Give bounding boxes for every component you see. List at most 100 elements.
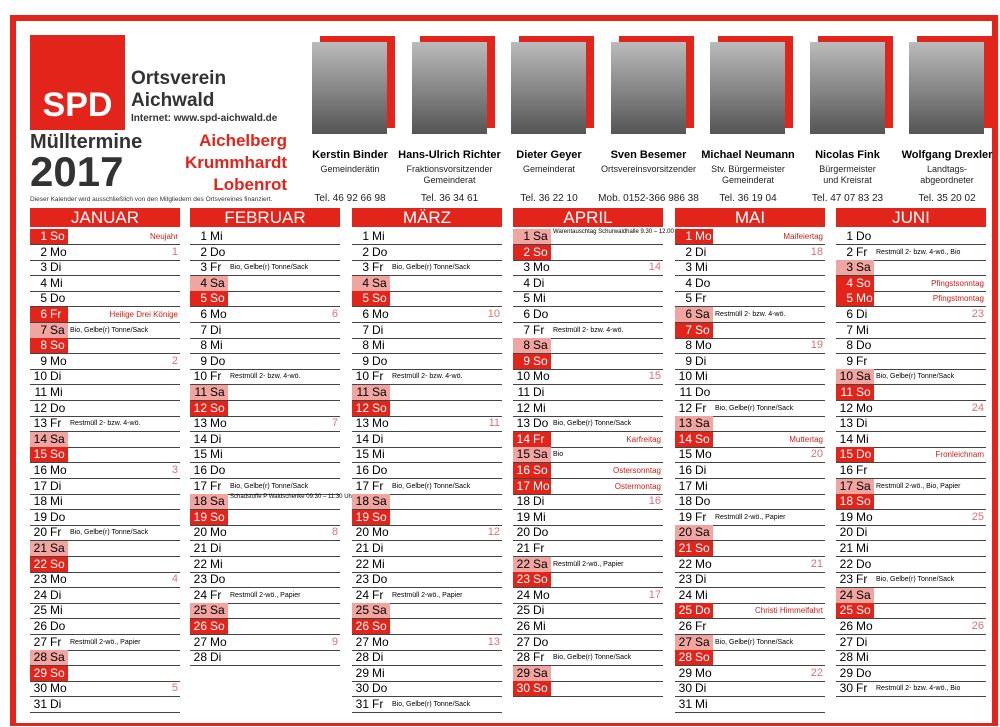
day-cell: 24 Di <box>30 588 68 603</box>
day-cell: 15 So <box>30 447 68 463</box>
day-row: 21 Fr <box>513 541 663 557</box>
day-cell: 8 So <box>30 338 68 354</box>
disclaimer: Dieser Kalender wird ausschließlich von … <box>30 196 273 203</box>
day-cell: 10 Fr <box>352 369 390 384</box>
day-row: 22 Mo 21 <box>675 557 825 573</box>
day-cell: 28 Mi <box>836 650 874 665</box>
day-number: 26 <box>678 619 692 633</box>
waste-note: Restmüll 2-wö., Papier <box>230 591 301 599</box>
day-row: 18 Do <box>675 494 825 511</box>
week-number: 9 <box>331 635 338 648</box>
weekday: Do <box>695 494 711 509</box>
day-row: 1 Sa Warentauschtag Schurwaldhalle 9.30 – … <box>513 229 685 245</box>
day-cell: 21 Di <box>190 541 228 556</box>
weekday: Do <box>50 400 66 415</box>
day-row: 23 Do <box>190 572 340 589</box>
day-cell: 5 Mo <box>836 291 874 307</box>
day-cell: 1 Mi <box>190 229 228 244</box>
day-cell: 13 Mo <box>352 416 390 431</box>
day-row: 15 Mi <box>190 447 340 464</box>
weekday: Fr <box>695 619 707 633</box>
day-number: 1 <box>40 229 47 243</box>
weekday: Fr <box>856 463 868 477</box>
day-cell: 18 Mi <box>30 494 68 509</box>
day-cell: 27 Do <box>513 635 551 650</box>
day-number: 7 <box>685 322 692 337</box>
day-row: 29 Do <box>836 666 986 682</box>
day-number: 13 <box>193 416 207 431</box>
weekday: Di <box>533 603 545 618</box>
day-number: 26 <box>193 619 207 633</box>
day-number: 5 <box>40 291 47 306</box>
day-row: 21 Mi <box>836 541 986 557</box>
day-cell: 3 Fr <box>190 260 228 275</box>
day-number: 6 <box>40 307 47 321</box>
day-row: 30 Mo 5 <box>30 681 180 698</box>
day-row: 4 Di <box>513 276 663 292</box>
day-number: 20 <box>33 525 47 540</box>
day-number: 30 <box>33 681 47 696</box>
day-row: 2 Mo 1 <box>30 245 180 261</box>
day-number: 23 <box>193 572 207 587</box>
weekday: Sa <box>695 416 710 431</box>
day-cell: 24 Sa <box>836 587 874 603</box>
day-row: 26 Mo 26 <box>836 619 986 635</box>
day-number: 8 <box>40 338 47 353</box>
day-cell: 21 Fr <box>513 541 551 556</box>
day-row: 19 So <box>352 509 502 526</box>
weekday: Do <box>856 447 872 462</box>
day-number: 6 <box>523 307 530 321</box>
frame <box>10 15 998 726</box>
day-cell: 25 So <box>836 603 874 619</box>
weekday: Do <box>210 572 226 587</box>
day-cell: 19 So <box>352 509 390 525</box>
day-number: 11 <box>840 385 853 399</box>
day-number: 5 <box>362 291 369 306</box>
weekday: Di <box>856 634 868 649</box>
day-cell: 14 Mi <box>836 432 874 447</box>
day-row: 10 Mi <box>675 369 825 386</box>
day-cell: 11 Do <box>675 385 713 400</box>
day-row: 10 Fr Restmüll 2- bzw. 4-wö. <box>190 369 340 386</box>
waste-note: Restmüll 2-wö., Papier <box>715 513 786 521</box>
day-row: 28 So <box>675 650 825 667</box>
day-number: 3 <box>846 260 853 275</box>
weekday: Mo <box>856 400 873 415</box>
day-row: 25 Di <box>513 603 663 620</box>
day-cell: 25 Sa <box>352 603 390 619</box>
day-number: 27 <box>355 634 369 649</box>
day-cell: 10 Fr <box>190 369 228 384</box>
waste-note: Bio, Gelbe(r) Tonne/Sack <box>876 373 955 381</box>
day-number: 11 <box>194 385 207 399</box>
person-tel: Tel. 35 20 02 <box>918 193 976 204</box>
day-cell: 7 Di <box>352 323 390 338</box>
person-role: Bürgermeister <box>819 164 876 174</box>
weekday: Do <box>695 603 711 618</box>
day-cell: 21 Sa <box>30 541 68 556</box>
day-row: 16 Di <box>675 463 825 479</box>
day-row: 8 Mo 19 <box>675 338 825 355</box>
day-cell: 12 So <box>352 400 390 416</box>
weekday: Di <box>695 572 707 587</box>
day-number: 3 <box>200 260 207 275</box>
week-number: 19 <box>810 339 823 352</box>
day-row: 17 Mo Ostermontag <box>513 478 663 495</box>
day-row: 9 Do <box>352 354 502 370</box>
day-number: 4 <box>846 275 853 290</box>
weekday: Di <box>533 385 545 399</box>
person-role: Landtags- <box>926 164 968 174</box>
day-row: 15 Mi <box>352 447 502 464</box>
day-row: 19 Do <box>30 510 180 526</box>
day-row: 10 Sa Bio, Gelbe(r) Tonne/Sack <box>836 369 986 386</box>
day-number: 25 <box>193 603 207 618</box>
day-cell: 11 Sa <box>190 385 228 400</box>
person-role: Gemeinderat <box>423 175 476 185</box>
weekday: Mo <box>533 369 550 384</box>
weekday: Mi <box>695 478 708 493</box>
weekday: So <box>372 619 387 633</box>
day-cell: 24 Mo <box>513 588 551 603</box>
day-row: 22 Sa Restmüll 2-wö., Papier <box>513 556 663 573</box>
weekday: Fr <box>533 322 545 337</box>
day-number: 14 <box>678 431 692 446</box>
weekday: Mi <box>856 322 869 337</box>
